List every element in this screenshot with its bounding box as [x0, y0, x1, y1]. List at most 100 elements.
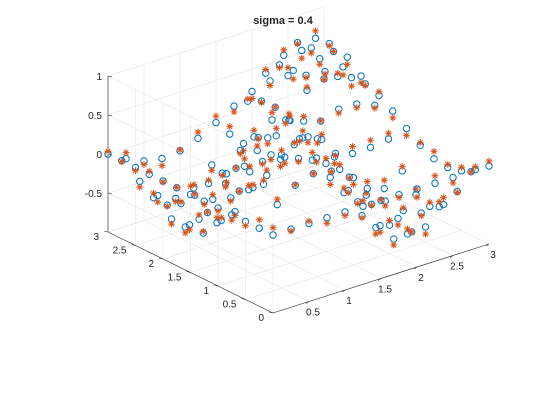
data-point-asterisk — [208, 167, 216, 174]
data-point-circle — [431, 179, 439, 187]
data-point-asterisk — [173, 183, 181, 191]
grid-line — [107, 6, 325, 77]
data-point-asterisk — [140, 161, 148, 168]
data-point-asterisk — [386, 217, 393, 224]
data-point-circle — [268, 116, 276, 124]
data-point-asterisk — [453, 188, 461, 196]
y-tick-label: 0.5 — [223, 300, 237, 311]
data-point-asterisk — [190, 181, 198, 188]
data-point-asterisk — [168, 220, 175, 228]
data-point-asterisk — [343, 61, 351, 68]
data-point-asterisk — [176, 146, 184, 154]
data-point-asterisk — [245, 181, 253, 189]
data-point-asterisk — [435, 198, 443, 206]
data-point-asterisk — [212, 112, 220, 120]
data-point-asterisk — [263, 166, 271, 174]
y-tick — [103, 230, 109, 233]
x-tick — [485, 243, 490, 247]
data-point-asterisk — [316, 61, 324, 68]
y-tick-label: 2.5 — [113, 246, 127, 257]
data-point-asterisk — [444, 160, 452, 168]
data-point-asterisk — [372, 230, 380, 238]
x-tick — [377, 278, 382, 281]
x-tick-label: 1 — [346, 296, 352, 307]
data-point-asterisk — [440, 194, 447, 202]
data-point-asterisk — [336, 161, 344, 169]
data-point-asterisk — [302, 74, 310, 81]
data-point-asterisk — [230, 108, 238, 116]
data-point-asterisk — [104, 147, 112, 155]
data-point-asterisk — [205, 176, 212, 184]
data-point-circle — [222, 170, 231, 178]
x-tick — [449, 255, 454, 258]
data-point-asterisk — [294, 40, 301, 48]
data-point-asterisk — [471, 163, 479, 171]
data-point-asterisk — [272, 125, 280, 132]
data-point-asterisk — [287, 227, 295, 235]
y-tick-label: 3 — [93, 232, 99, 243]
z-tick-label: 0 — [96, 150, 102, 161]
x-tick-label: 1.5 — [378, 285, 392, 296]
data-point-asterisk — [253, 142, 261, 150]
data-point-circle — [389, 107, 397, 115]
x-tick-label: 3 — [490, 250, 496, 261]
data-point-asterisk — [334, 69, 342, 77]
data-point-asterisk — [154, 198, 162, 206]
x-tick-label: 2 — [418, 273, 424, 284]
data-point-asterisk — [158, 162, 166, 169]
data-point-asterisk — [304, 139, 312, 146]
data-point-asterisk — [426, 198, 434, 206]
data-point-asterisk — [305, 217, 313, 225]
data-point-asterisk — [132, 167, 139, 175]
data-point-circle — [421, 223, 430, 231]
data-point-asterisk — [449, 179, 457, 187]
y-tick-label: 0 — [258, 313, 264, 324]
data-point-asterisk — [413, 193, 421, 201]
data-point-asterisk — [122, 149, 130, 157]
data-point-asterisk — [172, 198, 180, 205]
data-point-asterisk — [187, 182, 194, 190]
data-point-asterisk — [412, 185, 420, 193]
data-point-asterisk — [268, 109, 276, 117]
data-point-asterisk — [322, 155, 330, 162]
data-point-asterisk — [300, 113, 308, 121]
data-point-circle — [366, 143, 375, 152]
data-point-asterisk — [244, 95, 252, 103]
data-point-circle — [289, 66, 297, 75]
data-point-asterisk — [223, 178, 230, 186]
data-point-asterisk — [361, 82, 369, 89]
data-point-asterisk — [317, 117, 325, 125]
data-point-asterisk — [258, 98, 265, 106]
data-point-asterisk — [375, 88, 383, 96]
data-point-asterisk — [403, 131, 410, 139]
data-point-circle — [269, 231, 277, 239]
data-point-asterisk — [312, 27, 319, 35]
tick-labels: 0.5 1 1.5 2 2.5 3 0 0.5 1 1.5 2 2.5 3 -0.5 0 0.5 1 — [85, 72, 496, 324]
data-point-asterisk — [362, 189, 370, 197]
data-point-circle — [413, 185, 421, 193]
data-point-asterisk — [303, 83, 311, 91]
chart-title: sigma = 0.4 — [253, 15, 314, 27]
data-point-asterisk — [163, 202, 171, 210]
data-point-asterisk — [395, 194, 403, 201]
data-point-asterisk — [404, 225, 411, 233]
data-point-asterisk — [357, 79, 365, 87]
data-point-asterisk — [298, 54, 306, 62]
data-point-asterisk — [309, 170, 317, 178]
data-point-asterisk — [299, 127, 307, 135]
data-point-asterisk — [222, 183, 229, 191]
data-point-asterisk — [118, 158, 126, 166]
data-point-asterisk — [191, 190, 199, 198]
data-point-asterisk — [390, 241, 398, 249]
data-point-asterisk — [181, 229, 189, 237]
data-point-asterisk — [195, 211, 203, 219]
data-point-circle — [284, 71, 292, 80]
data-point-asterisk — [250, 126, 258, 134]
data-point-asterisk — [325, 42, 333, 50]
x-tick-label: 0.5 — [306, 308, 320, 319]
data-point-asterisk — [249, 181, 257, 189]
data-point-asterisk — [307, 49, 315, 57]
data-point-asterisk — [214, 207, 222, 215]
data-point-circle — [226, 130, 234, 138]
